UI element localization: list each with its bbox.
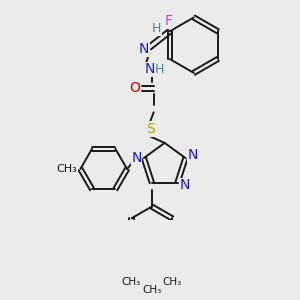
Text: H: H	[155, 63, 164, 76]
Text: N: N	[131, 151, 142, 165]
Text: H: H	[152, 22, 161, 35]
Text: CH₃: CH₃	[142, 285, 161, 295]
Text: N: N	[145, 62, 155, 76]
Text: S: S	[146, 122, 154, 136]
Text: N: N	[180, 178, 190, 192]
Text: O: O	[129, 81, 140, 95]
Text: CH₃: CH₃	[57, 164, 78, 174]
Text: CH₃: CH₃	[163, 278, 182, 287]
Text: F: F	[164, 14, 172, 28]
Text: CH₃: CH₃	[122, 278, 141, 287]
Text: N: N	[139, 42, 149, 56]
Text: N: N	[188, 148, 198, 162]
